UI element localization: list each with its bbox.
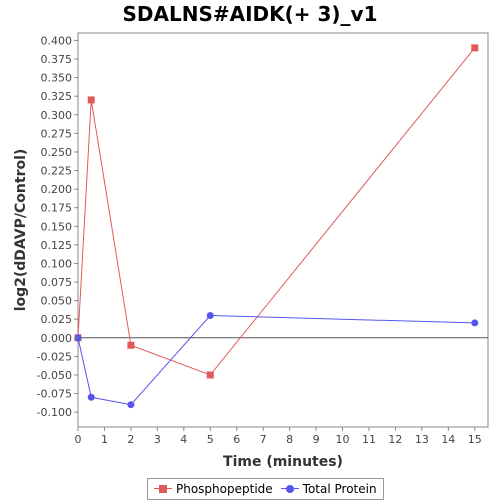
x-tick-label: 4 — [180, 433, 187, 446]
chart-title: SDALNS#AIDK(+ 3)_v1 — [122, 2, 378, 26]
y-tick-label: 0.350 — [41, 72, 73, 85]
y-axis-label: log2(dDAVP/Control) — [13, 149, 29, 312]
y-tick-label: 0.275 — [41, 127, 73, 140]
y-tick-label: 0.400 — [41, 34, 73, 47]
data-point-phosphopeptide — [127, 341, 135, 349]
x-tick-label: 10 — [336, 433, 350, 446]
x-tick-label: 15 — [468, 433, 482, 446]
y-tick-label: 0.000 — [41, 332, 73, 345]
legend-label-phosphopeptide: Phosphopeptide — [176, 482, 273, 496]
y-tick-label: 0.250 — [41, 146, 73, 159]
data-point-phosphopeptide — [206, 371, 214, 379]
plot-area — [77, 32, 489, 428]
data-point-phosphopeptide — [87, 96, 95, 104]
x-tick-label: 11 — [362, 433, 376, 446]
y-tick-label: -0.075 — [37, 388, 72, 401]
legend-item-phosphopeptide: Phosphopeptide — [154, 482, 273, 496]
legend-item-total-protein: Total Protein — [280, 482, 377, 496]
x-tick-label: 5 — [207, 433, 214, 446]
y-tick-label: 0.125 — [41, 239, 73, 252]
data-point-total-protein — [206, 311, 214, 319]
x-tick-label: 6 — [233, 433, 240, 446]
y-tick-label: 0.200 — [41, 183, 73, 196]
legend-label-total-protein: Total Protein — [302, 482, 377, 496]
y-tick-label: 0.150 — [41, 220, 73, 233]
y-tick-label: -0.100 — [37, 406, 72, 419]
x-tick-label: 14 — [441, 433, 455, 446]
x-tick-label: 13 — [415, 433, 429, 446]
x-tick-label: 12 — [388, 433, 402, 446]
data-point-phosphopeptide — [471, 44, 479, 52]
data-point-total-protein — [87, 393, 95, 401]
x-axis-label: Time (minutes) — [223, 454, 343, 470]
data-point-total-protein — [471, 319, 479, 327]
x-tick-label: 7 — [260, 433, 267, 446]
legend-square-marker-icon — [154, 484, 172, 494]
y-tick-label: 0.050 — [41, 295, 73, 308]
y-tick-label: 0.025 — [41, 313, 73, 326]
x-tick-label: 2 — [127, 433, 134, 446]
y-tick-label: 0.175 — [41, 202, 73, 215]
y-tick-label: 0.075 — [41, 276, 73, 289]
x-tick-label: 3 — [154, 433, 161, 446]
x-tick-label: 9 — [313, 433, 320, 446]
y-tick-label: -0.050 — [37, 369, 72, 382]
legend-circle-marker-icon — [280, 484, 299, 494]
y-tick-label: 0.100 — [41, 257, 73, 270]
y-tick-label: -0.025 — [37, 350, 72, 363]
y-tick-label: 0.375 — [41, 53, 73, 66]
x-tick-label: 8 — [286, 433, 293, 446]
x-tick-label: 0 — [75, 433, 82, 446]
legend: Phosphopeptide Total Protein — [147, 478, 384, 500]
data-point-total-protein — [127, 401, 135, 409]
y-tick-label: 0.225 — [41, 165, 73, 178]
y-tick-label: 0.300 — [41, 109, 73, 122]
y-tick-label: 0.325 — [41, 90, 73, 103]
x-tick-label: 1 — [101, 433, 108, 446]
